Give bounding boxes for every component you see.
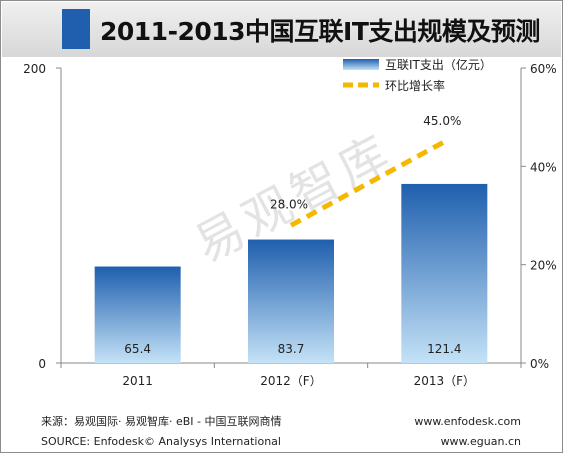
bar	[401, 183, 488, 363]
title-accent-block	[62, 9, 90, 49]
bar	[94, 266, 181, 363]
left-tick-label: 200	[23, 62, 46, 76]
right-tick-label: 20%	[530, 259, 557, 273]
title-bar: 2011-2013中国互联IT支出规模及预测	[2, 2, 561, 57]
legend-bar-swatch	[343, 59, 379, 70]
growth-rate-line	[289, 139, 446, 228]
legend-line-label: 环比增长率	[385, 78, 445, 93]
chart-title: 2011-2013中国互联IT支出规模及预测	[100, 17, 540, 46]
left-tick-label: 0	[38, 357, 46, 371]
bar-value-label: 83.7	[278, 342, 305, 356]
right-tick-label: 40%	[530, 160, 557, 174]
bar-value-label: 121.4	[427, 342, 461, 356]
footer-urls: www.enfodesk.com www.eguan.cn	[401, 412, 521, 452]
bar	[248, 239, 334, 363]
right-tick-label: 0%	[530, 357, 549, 371]
source-cn: 来源：易观国际· 易观智库· eBI - 中国互联网商情	[41, 415, 282, 428]
growth-rate-label: 28.0%	[270, 197, 308, 211]
legend-bar-label: 互联IT支出（亿元）	[385, 57, 492, 72]
growth-rate-label: 45.0%	[423, 114, 461, 128]
footer-source: 来源：易观国际· 易观智库· eBI - 中国互联网商情 SOURCE: Enf…	[41, 412, 282, 452]
right-tick-label: 60%	[530, 62, 557, 76]
x-tick-label: 2011	[122, 374, 153, 388]
x-tick-label: 2012（F）	[260, 374, 321, 388]
url-enfodesk: www.enfodesk.com	[414, 415, 521, 428]
source-en: SOURCE: Enfodesk© Analysys International	[41, 435, 281, 448]
x-tick-label: 2013（F）	[414, 374, 475, 388]
url-eguan: www.eguan.cn	[440, 435, 521, 448]
bar-value-label: 65.4	[124, 342, 151, 356]
